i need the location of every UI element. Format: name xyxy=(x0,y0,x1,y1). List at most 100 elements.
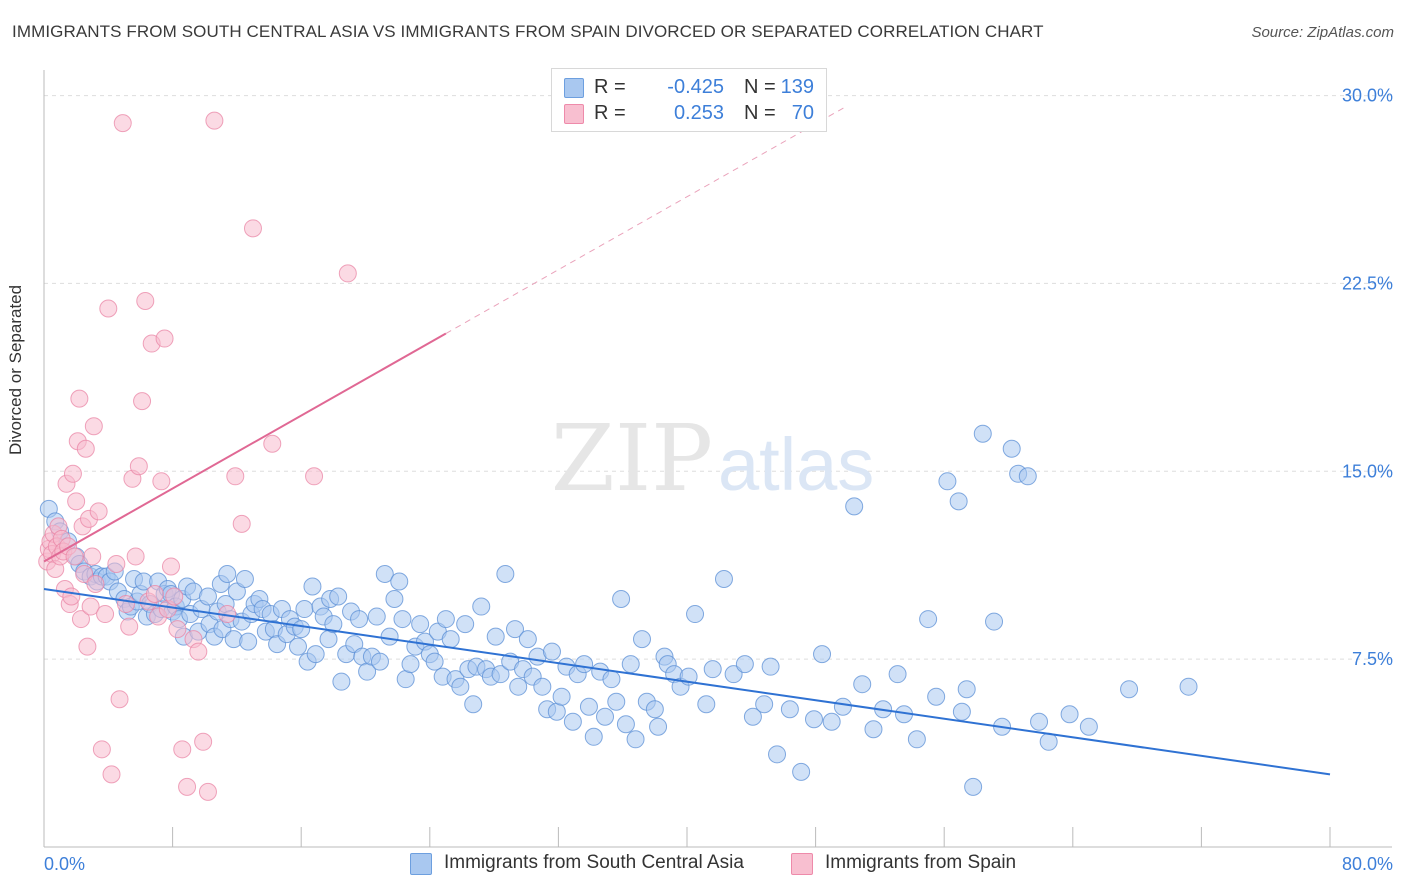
data-point xyxy=(62,587,81,606)
source-label: Source: ZipAtlas.com xyxy=(1251,24,1394,41)
trend-line-spain xyxy=(43,332,447,563)
data-point xyxy=(292,620,311,639)
data-point xyxy=(338,264,357,283)
data-point xyxy=(263,434,282,453)
y-tick-label: 22.5% xyxy=(1342,273,1393,293)
data-point xyxy=(102,765,121,784)
data-point xyxy=(533,677,552,696)
legend-n-value: 70 xyxy=(791,102,814,124)
data-point xyxy=(1120,680,1139,699)
data-point xyxy=(305,467,324,486)
data-point xyxy=(194,732,213,751)
data-point xyxy=(602,670,621,689)
data-point xyxy=(505,620,524,639)
data-point xyxy=(985,612,1004,631)
data-point xyxy=(401,655,420,674)
data-point xyxy=(168,620,187,639)
data-point xyxy=(110,690,129,709)
data-point xyxy=(126,547,145,566)
data-point xyxy=(189,642,208,661)
data-point xyxy=(71,610,90,629)
data-point xyxy=(78,637,97,656)
data-point xyxy=(70,389,89,408)
y-tick-label: 7.5% xyxy=(1352,649,1393,669)
data-point xyxy=(907,730,926,749)
data-point xyxy=(612,590,631,609)
data-point xyxy=(303,577,322,596)
data-point xyxy=(919,610,938,629)
data-point xyxy=(714,569,733,588)
x-tick-labels: 0.0% 80.0% xyxy=(44,854,1393,874)
stats-legend: R = -0.425 N = 139 R = 0.253 N = 70 xyxy=(551,68,827,132)
data-point xyxy=(380,627,399,646)
data-point xyxy=(67,492,86,511)
data-point xyxy=(145,585,164,604)
data-point xyxy=(735,655,754,674)
data-point xyxy=(436,610,455,629)
data-point xyxy=(396,670,415,689)
data-point xyxy=(952,702,971,721)
chart-title: IMMIGRANTS FROM SOUTH CENTRAL ASIA VS IM… xyxy=(12,22,1044,41)
data-point xyxy=(833,697,852,716)
data-point xyxy=(319,630,338,649)
data-point xyxy=(239,632,258,651)
data-point xyxy=(579,697,598,716)
data-point xyxy=(607,692,626,711)
data-point xyxy=(472,597,491,616)
data-point xyxy=(425,652,444,671)
data-point xyxy=(464,695,483,714)
legend-swatch-pink xyxy=(564,104,584,124)
x-tick-label: 80.0% xyxy=(1342,854,1393,874)
y-tick-labels: 7.5% 15.0% 22.5% 30.0% xyxy=(1342,86,1393,670)
y-tick-label: 15.0% xyxy=(1342,461,1393,481)
data-point xyxy=(780,700,799,719)
legend-n-value: 139 xyxy=(780,76,814,98)
data-point xyxy=(243,219,262,238)
trend-line-south-central-asia xyxy=(43,588,1331,776)
legend-r-label: R = xyxy=(594,102,626,124)
data-point xyxy=(496,564,515,583)
watermark-atlas: atlas xyxy=(718,423,874,506)
data-point xyxy=(332,672,351,691)
data-point xyxy=(133,392,152,411)
data-point xyxy=(370,652,389,671)
data-point xyxy=(295,600,314,619)
bottom-legend-label: Immigrants from Spain xyxy=(825,852,1017,873)
data-point xyxy=(96,605,115,624)
data-point xyxy=(768,745,787,764)
data-point xyxy=(616,715,635,734)
data-point xyxy=(198,587,217,606)
data-point xyxy=(173,740,192,759)
y-tick-label: 30.0% xyxy=(1342,86,1393,106)
data-point xyxy=(113,114,132,133)
data-point xyxy=(822,712,841,731)
data-point xyxy=(456,615,475,634)
data-point xyxy=(205,111,224,130)
data-point xyxy=(390,572,409,591)
data-point xyxy=(596,707,615,726)
data-point xyxy=(226,467,245,486)
data-point xyxy=(973,424,992,443)
legend-n-label: N = xyxy=(744,76,776,98)
data-point xyxy=(76,439,95,458)
data-point xyxy=(375,564,394,583)
data-point xyxy=(1179,677,1198,696)
legend-n-label: N = xyxy=(744,102,776,124)
data-point xyxy=(755,695,774,714)
data-point xyxy=(518,630,537,649)
data-point xyxy=(232,514,251,533)
bottom-legend-label: Immigrants from South Central Asia xyxy=(444,852,744,873)
data-point xyxy=(1079,717,1098,736)
data-point xyxy=(957,680,976,699)
data-point xyxy=(178,777,197,796)
axes xyxy=(43,70,1392,848)
data-point xyxy=(116,595,135,614)
data-point xyxy=(1039,732,1058,751)
series-spain xyxy=(38,111,357,801)
data-point xyxy=(152,472,171,491)
data-point xyxy=(329,587,348,606)
bottom-legend-swatch-pink xyxy=(791,853,813,875)
data-point xyxy=(235,569,254,588)
legend-r-value: -0.425 xyxy=(667,76,724,98)
data-point xyxy=(632,630,651,649)
